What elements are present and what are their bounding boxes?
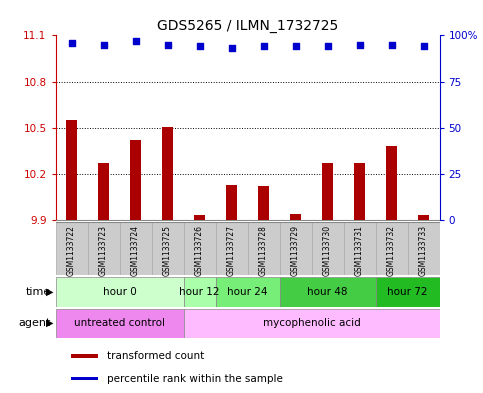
- Bar: [248, 222, 280, 275]
- Text: GSM1133732: GSM1133732: [387, 225, 396, 276]
- Point: [260, 43, 268, 50]
- Bar: [56, 309, 184, 338]
- Text: percentile rank within the sample: percentile rank within the sample: [107, 374, 283, 384]
- Point: [99, 41, 107, 48]
- Bar: [130, 140, 141, 220]
- Text: time: time: [26, 287, 51, 297]
- Bar: [184, 309, 440, 338]
- Bar: [408, 222, 440, 275]
- Bar: [184, 222, 215, 275]
- Bar: [354, 163, 365, 220]
- Bar: [56, 277, 184, 307]
- Text: transformed count: transformed count: [107, 351, 205, 361]
- Text: GSM1133729: GSM1133729: [291, 225, 300, 276]
- Point: [324, 43, 331, 50]
- Point: [355, 41, 363, 48]
- Text: GSM1133723: GSM1133723: [99, 225, 108, 276]
- Text: hour 24: hour 24: [227, 287, 268, 297]
- Bar: [71, 354, 98, 358]
- Text: ▶: ▶: [45, 287, 53, 297]
- Bar: [162, 127, 173, 220]
- Bar: [418, 215, 429, 220]
- Point: [164, 41, 171, 48]
- Point: [196, 43, 203, 50]
- Point: [292, 43, 299, 50]
- Text: GSM1133728: GSM1133728: [259, 225, 268, 275]
- Text: GSM1133725: GSM1133725: [163, 225, 172, 276]
- Text: hour 72: hour 72: [387, 287, 428, 297]
- Bar: [376, 222, 408, 275]
- Bar: [290, 214, 301, 220]
- Text: hour 12: hour 12: [179, 287, 220, 297]
- Text: mycophenolic acid: mycophenolic acid: [263, 318, 360, 328]
- Bar: [152, 222, 184, 275]
- Bar: [98, 163, 109, 220]
- Point: [68, 40, 75, 46]
- Text: GSM1133724: GSM1133724: [131, 225, 140, 276]
- Text: GSM1133726: GSM1133726: [195, 225, 204, 276]
- Bar: [376, 277, 440, 307]
- Bar: [343, 222, 376, 275]
- Text: GSM1133727: GSM1133727: [227, 225, 236, 276]
- Bar: [120, 222, 152, 275]
- Bar: [66, 120, 77, 220]
- Bar: [280, 277, 376, 307]
- Bar: [194, 215, 205, 220]
- Bar: [258, 186, 269, 220]
- Bar: [87, 222, 120, 275]
- Bar: [71, 377, 98, 380]
- Text: GSM1133730: GSM1133730: [323, 225, 332, 276]
- Text: GSM1133722: GSM1133722: [67, 225, 76, 275]
- Text: agent: agent: [18, 318, 51, 328]
- Bar: [215, 222, 248, 275]
- Text: untreated control: untreated control: [74, 318, 165, 328]
- Point: [420, 43, 427, 50]
- Bar: [386, 146, 397, 220]
- Text: hour 48: hour 48: [307, 287, 348, 297]
- Point: [132, 38, 140, 44]
- Bar: [215, 277, 280, 307]
- Text: GSM1133731: GSM1133731: [355, 225, 364, 276]
- Bar: [226, 185, 237, 220]
- Bar: [56, 222, 87, 275]
- Bar: [184, 277, 215, 307]
- Text: GSM1133733: GSM1133733: [419, 225, 428, 276]
- Title: GDS5265 / ILMN_1732725: GDS5265 / ILMN_1732725: [157, 19, 338, 33]
- Bar: [280, 222, 312, 275]
- Bar: [312, 222, 343, 275]
- Point: [227, 45, 235, 51]
- Point: [388, 41, 396, 48]
- Text: hour 0: hour 0: [103, 287, 136, 297]
- Bar: [322, 163, 333, 220]
- Text: ▶: ▶: [45, 318, 53, 328]
